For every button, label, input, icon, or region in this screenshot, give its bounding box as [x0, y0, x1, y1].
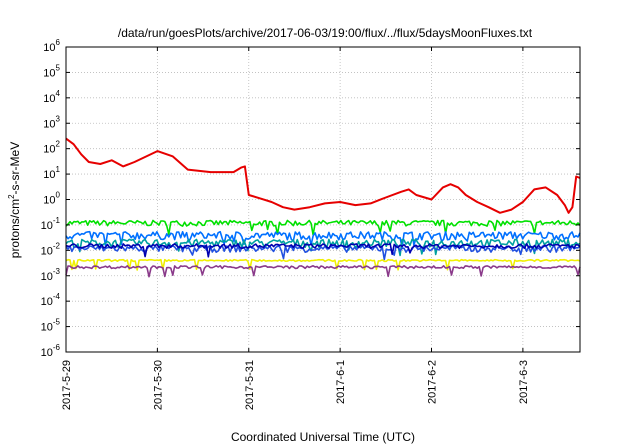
series-line-6	[65, 258, 581, 271]
series-group	[65, 137, 581, 278]
y-tick-label: 106	[43, 38, 60, 54]
series-line-7	[65, 265, 581, 278]
y-tick-label: 105	[43, 63, 60, 79]
y-tick-label: 10-3	[41, 267, 61, 283]
y-tick-label: 10-4	[41, 292, 61, 308]
y-tick-label: 103	[43, 114, 60, 130]
y-tick-label: 104	[43, 89, 60, 105]
x-tick-label: 2017-6-2	[427, 360, 439, 404]
x-axis-label: Coordinated Universal Time (UTC)	[231, 430, 415, 444]
y-ticks: 106 105 104 103 102 101 100 10-1 10-2 10-3 10-4 10-…	[41, 38, 580, 359]
series-line-2	[65, 230, 581, 249]
y-tick-label: 10-2	[41, 241, 61, 257]
x-tick-label: 2017-6-3	[518, 360, 530, 404]
series-line-1	[65, 219, 581, 236]
plot-frame	[65, 46, 581, 353]
y-tick-label: 10-1	[41, 216, 61, 232]
x-tick-label: 2017-5-30	[152, 360, 164, 410]
y-tick-label: 101	[43, 165, 60, 181]
y-tick-label: 100	[43, 191, 60, 207]
y-tick-label: 10-6	[41, 343, 61, 359]
x-ticks: 2017-5-29 2017-5-30 2017-5-31 2017-6-1 2017-…	[61, 47, 530, 410]
y-tick-label: 10-5	[41, 318, 61, 334]
grid	[65, 47, 580, 352]
series-line-0	[65, 137, 581, 214]
y-axis-label-suffix: -s-sr-MeV	[8, 142, 22, 195]
y-axis-label: protons/cm2-s-sr-MeV	[7, 142, 22, 258]
x-tick-label: 2017-5-29	[61, 360, 73, 410]
y-tick-label: 102	[43, 140, 60, 156]
y-axis-label-sup: 2	[7, 194, 16, 199]
chart-title: /data/run/goesPlots/archive/2017-06-03/1…	[118, 26, 533, 40]
y-axis-label-prefix: protons/cm	[8, 199, 22, 258]
x-tick-label: 2017-6-1	[335, 360, 347, 404]
series-line-5	[65, 243, 581, 258]
x-tick-label: 2017-5-31	[244, 360, 256, 410]
